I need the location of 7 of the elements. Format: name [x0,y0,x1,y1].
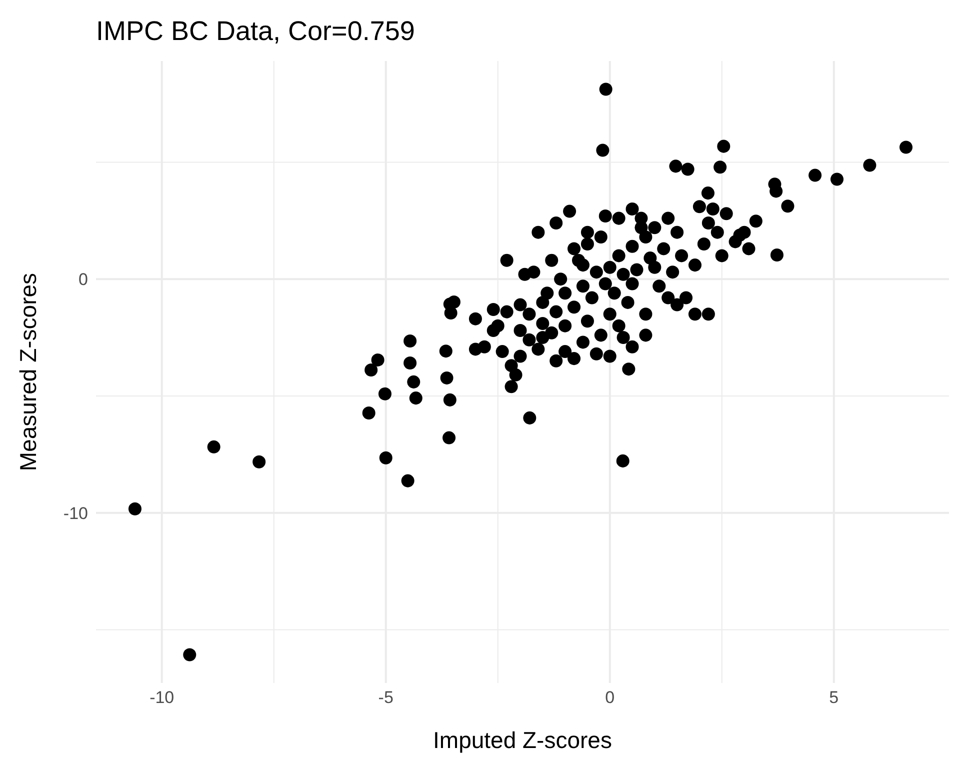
x-tick-label: -10 [150,688,174,707]
x-axis-title: Imputed Z-scores [433,727,612,753]
x-tick-label: 5 [829,688,839,707]
chart-title: IMPC BC Data, Cor=0.759 [96,16,415,46]
x-tick-label: -5 [378,688,394,707]
x-tick-label: 0 [605,688,615,707]
y-axis-title: Measured Z-scores [15,272,41,472]
